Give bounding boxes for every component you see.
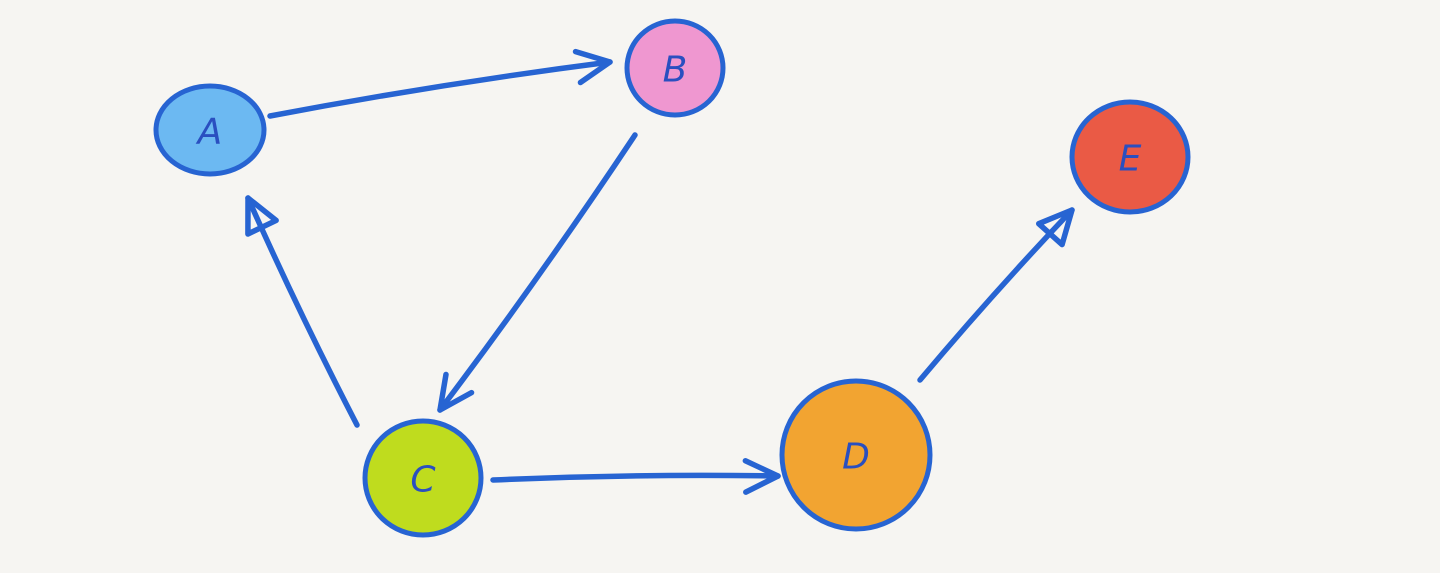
node-label: E <box>1119 139 1142 180</box>
edge-line <box>437 132 638 413</box>
node-label: A <box>196 112 223 153</box>
edge-line <box>267 59 613 119</box>
node-circle <box>153 83 267 177</box>
edge-c-to-d <box>490 458 781 495</box>
arrowhead-icon <box>1035 207 1075 248</box>
nodes-layer: A B C D E <box>153 18 1191 538</box>
edge-d-to-e <box>917 207 1075 383</box>
node-circle <box>1069 99 1191 215</box>
edges-layer <box>245 48 1075 495</box>
arrowhead-icon <box>572 48 613 86</box>
node-b: B <box>624 18 726 118</box>
node-label: C <box>410 460 436 501</box>
node-a: A <box>153 83 267 177</box>
edge-line <box>490 472 781 483</box>
arrowhead-icon <box>437 371 475 413</box>
node-label: D <box>842 437 870 478</box>
arrowhead-icon <box>245 195 279 237</box>
edge-b-to-c <box>437 132 638 413</box>
arrowhead-icon <box>742 458 781 495</box>
node-d: D <box>779 378 933 532</box>
edge-line <box>917 207 1075 383</box>
node-circle <box>624 18 726 118</box>
edge-a-to-b <box>267 48 613 119</box>
node-c: C <box>362 418 484 538</box>
edge-line <box>245 195 360 428</box>
node-circle <box>779 378 933 532</box>
node-e: E <box>1069 99 1191 215</box>
node-label: B <box>663 50 688 91</box>
edge-c-to-a <box>245 195 360 428</box>
node-circle <box>362 418 484 538</box>
